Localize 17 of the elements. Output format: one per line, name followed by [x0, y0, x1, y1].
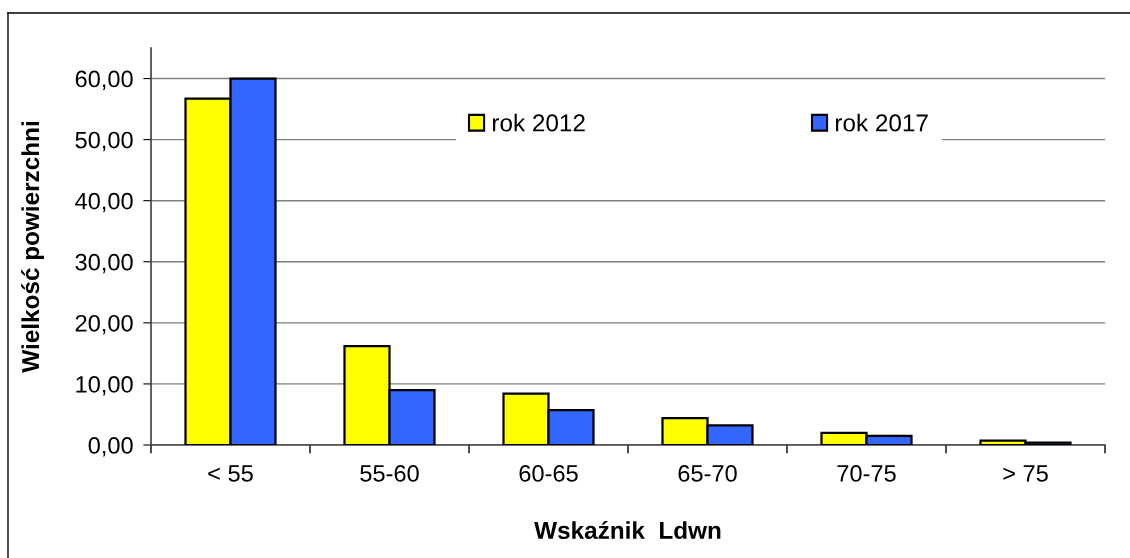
y-tick-label: 30,00: [75, 253, 133, 274]
y-tick-label: 10,00: [76, 375, 133, 396]
x-axis-title: Wskaźnik Ldwn: [534, 520, 721, 540]
x-tick-label: 70-75: [837, 465, 896, 482]
y-axis-title: Wielkość powierzchni: [21, 122, 44, 373]
x-tick-label: 60-65: [519, 465, 578, 482]
legend-label: rok 2017: [835, 113, 928, 132]
x-tick-label: 55-60: [360, 465, 419, 482]
x-tick-label: > 75: [1003, 465, 1048, 482]
y-tick-label: 20,00: [75, 314, 133, 335]
y-tick-label: 50,00: [75, 131, 133, 152]
y-tick-label: 60,00: [75, 70, 133, 91]
x-tick-label: 65-70: [678, 465, 737, 482]
y-tick-label: 40,00: [75, 192, 133, 213]
legend-label: rok 2012: [492, 113, 585, 132]
x-tick-label: < 55: [208, 465, 253, 482]
y-tick-label: 0,00: [88, 437, 133, 457]
